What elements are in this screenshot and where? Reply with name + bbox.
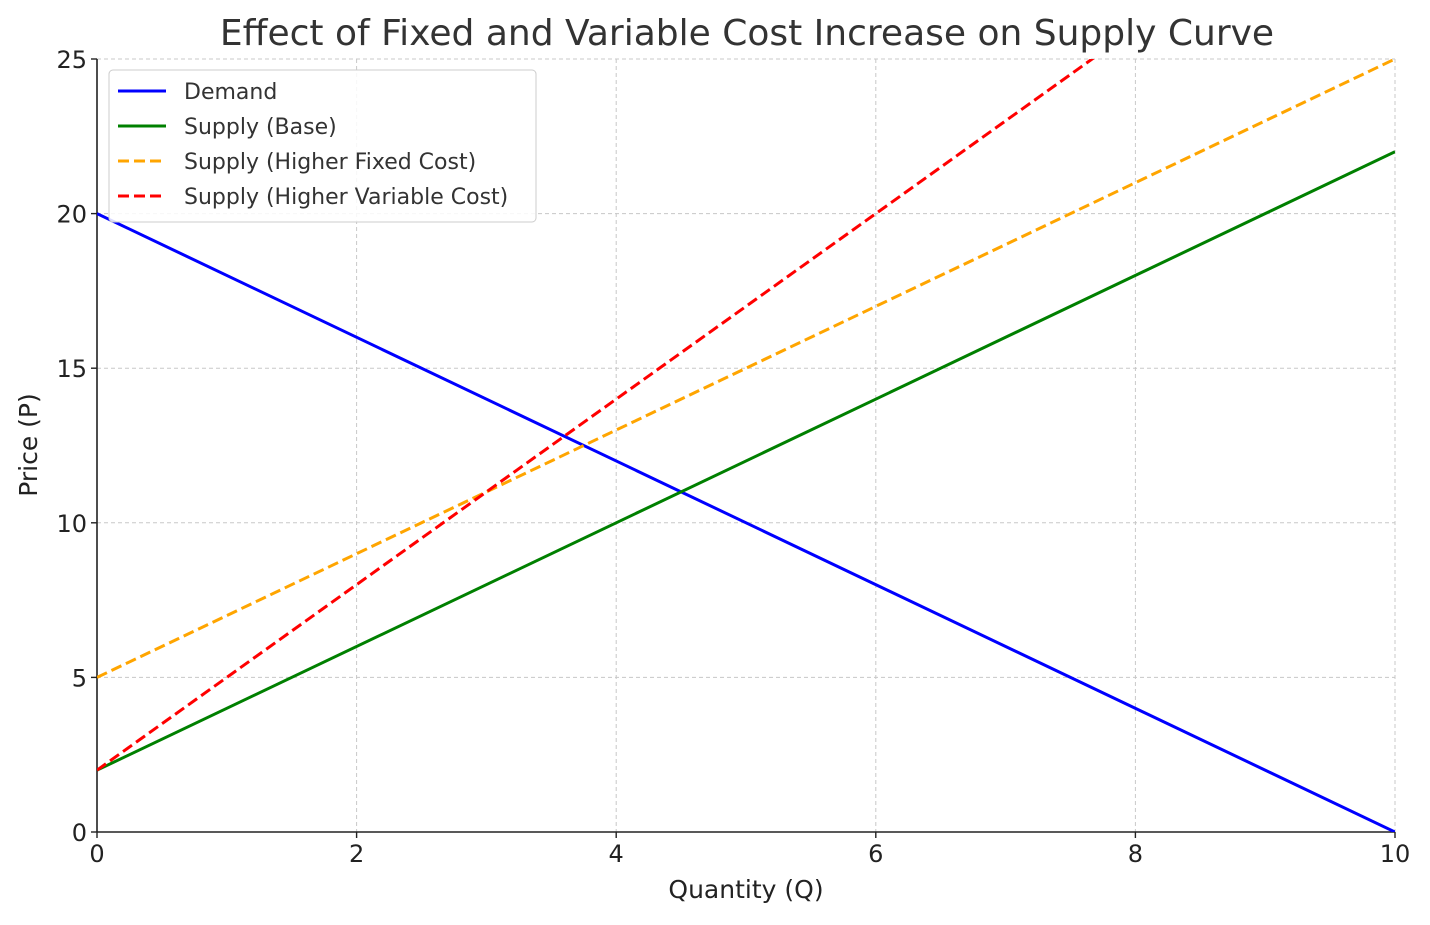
legend: Demand Supply (Base) Supply (Higher Fixed … xyxy=(108,69,537,223)
y-tick-label: 5 xyxy=(72,664,87,692)
series-line-supply-higher-variable-cost xyxy=(97,59,1095,772)
x-tick-label: 2 xyxy=(349,840,364,868)
y-tick-label: 15 xyxy=(56,355,87,383)
y-tick-label: 20 xyxy=(56,201,87,229)
legend-box xyxy=(108,69,537,223)
x-tick-label: 10 xyxy=(1380,840,1411,868)
y-tick-label: 25 xyxy=(56,46,87,74)
legend-label-supply-higher-variable-cost: Supply (Higher Variable Cost) xyxy=(184,185,508,210)
tick-labels: 0 2 4 6 8 10 0 5 10 15 20 25 xyxy=(56,46,1410,868)
x-tick-label: 6 xyxy=(868,840,883,868)
series-line-demand xyxy=(97,212,1395,832)
chart-title: Effect of Fixed and Variable Cost Increa… xyxy=(220,13,1274,54)
y-tick-label: 0 xyxy=(72,819,87,847)
legend-label-supply-higher-fixed-cost: Supply (Higher Fixed Cost) xyxy=(184,150,476,175)
y-tick-label: 10 xyxy=(56,510,87,538)
x-tick-label: 4 xyxy=(609,840,624,868)
x-axis-label: Quantity (Q) xyxy=(668,875,823,904)
y-axis-label: Price (P) xyxy=(14,393,43,497)
legend-label-supply-base: Supply (Base) xyxy=(184,115,337,140)
axes xyxy=(91,58,1396,838)
x-tick-label: 0 xyxy=(89,840,104,868)
legend-label-demand: Demand xyxy=(184,80,277,105)
x-tick-label: 8 xyxy=(1128,840,1143,868)
series-line-supply-base xyxy=(97,150,1395,772)
series-lines xyxy=(97,59,1395,832)
